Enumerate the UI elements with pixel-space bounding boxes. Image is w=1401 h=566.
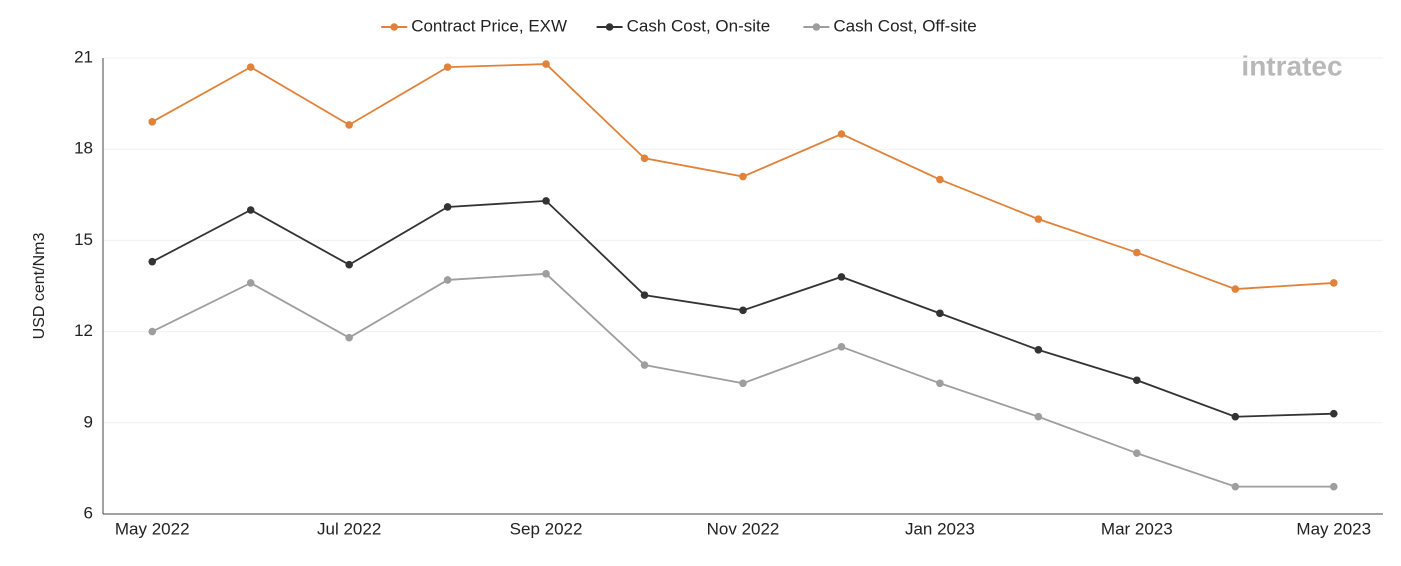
data-point: [936, 309, 944, 318]
y-axis-label: USD cent/Nm3: [31, 233, 48, 340]
data-point: [148, 327, 157, 336]
data-point: [443, 63, 452, 71]
legend-marker: [605, 23, 614, 31]
data-point: [542, 197, 550, 205]
legend-label: Cash Cost, Off-site: [833, 16, 976, 35]
x-tick-label: Jan 2023: [905, 519, 975, 538]
x-tick-label: Nov 2022: [707, 519, 780, 538]
legend-marker: [812, 23, 821, 31]
data-point: [148, 257, 157, 266]
data-point: [1231, 285, 1240, 293]
legend-label: Contract Price, EXW: [411, 16, 567, 35]
data-point: [1034, 215, 1043, 223]
data-point: [1231, 412, 1240, 421]
y-tick-label: 21: [74, 47, 93, 66]
data-point: [443, 276, 452, 284]
data-point: [345, 333, 353, 342]
data-point: [1034, 346, 1043, 354]
x-tick-label: Mar 2023: [1101, 519, 1173, 538]
data-point: [1133, 376, 1141, 385]
y-tick-label: 18: [74, 139, 93, 158]
data-point: [1034, 412, 1043, 421]
data-point: [1133, 248, 1141, 257]
data-point: [640, 154, 649, 163]
data-point: [1231, 482, 1240, 491]
data-point: [936, 379, 944, 388]
legend-label: Cash Cost, On-site: [627, 16, 771, 35]
data-point: [345, 121, 353, 129]
y-tick-label: 6: [84, 503, 93, 522]
y-tick-label: 9: [84, 412, 93, 431]
y-tick-label: 12: [74, 321, 93, 340]
data-point: [246, 279, 255, 287]
data-point: [837, 343, 846, 351]
x-tick-label: Jul 2022: [317, 519, 381, 538]
data-point: [148, 118, 157, 126]
data-point: [443, 203, 452, 211]
x-tick-label: Sep 2022: [510, 519, 583, 538]
data-point: [739, 172, 747, 181]
data-point: [1329, 279, 1338, 287]
data-point: [1329, 409, 1338, 418]
data-point: [1133, 449, 1141, 458]
data-point: [837, 273, 846, 281]
data-point: [1329, 482, 1338, 491]
data-point: [246, 63, 255, 71]
data-point: [542, 270, 550, 278]
data-point: [246, 206, 255, 214]
data-point: [345, 260, 353, 269]
x-tick-label: May 2022: [115, 519, 190, 538]
x-tick-label: May 2023: [1296, 519, 1371, 538]
data-point: [837, 130, 846, 138]
legend: Contract Price, EXW Cash Cost, On-site Cas…: [381, 16, 977, 35]
data-point: [739, 306, 747, 315]
data-point: [936, 175, 944, 184]
watermark: intratec: [1241, 50, 1342, 81]
data-point: [739, 379, 747, 388]
data-point: [640, 291, 649, 299]
y-tick-label: 15: [74, 230, 93, 249]
legend-marker: [390, 23, 399, 31]
data-point: [640, 361, 649, 369]
data-point: [542, 60, 550, 68]
